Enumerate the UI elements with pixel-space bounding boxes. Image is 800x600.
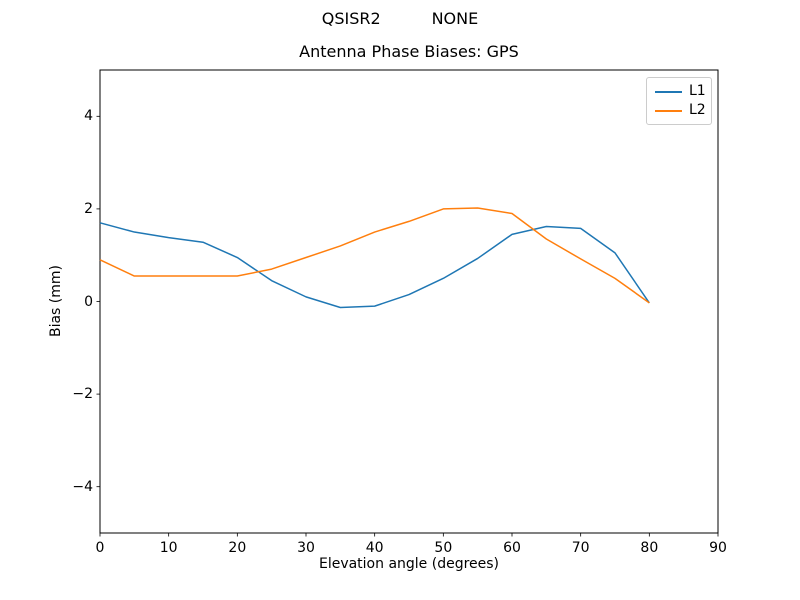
chart-title: Antenna Phase Biases: GPS (299, 42, 519, 61)
legend-label: L1 (689, 83, 706, 99)
legend-line-sample (655, 109, 682, 112)
x-tick-label: 70 (571, 540, 590, 556)
legend: L1 L2 (646, 77, 712, 125)
legend-line-sample (655, 90, 682, 93)
legend-entry-l1: L1 (655, 82, 711, 101)
x-tick-label: 80 (640, 540, 659, 556)
y-tick-label: 2 (84, 200, 93, 217)
x-axis-label: Elevation angle (degrees) (318, 556, 500, 572)
legend-entry-l2: L2 (655, 101, 711, 120)
x-tick-label: 10 (159, 540, 178, 556)
x-tick-label: 30 (297, 540, 315, 556)
x-tick-label: 40 (365, 540, 384, 556)
x-tick-label: 90 (709, 540, 727, 556)
x-tick-label: 50 (434, 540, 453, 556)
x-tick-label: 60 (503, 540, 521, 556)
series-line-l2 (99, 207, 650, 304)
figure-suptitle: QSISR2 NONE (321, 9, 479, 28)
x-tick-label: 20 (228, 540, 247, 556)
legend-items: L1 L2 (655, 82, 711, 120)
y-tick-label: −4 (72, 478, 93, 495)
x-tick-label: 0 (95, 540, 105, 556)
y-tick-label: 0 (84, 293, 93, 310)
y-tick-label: −2 (72, 386, 93, 403)
y-tick-label: 4 (84, 108, 93, 125)
axes-frame (99, 69, 719, 534)
legend-label: L2 (689, 102, 706, 118)
series-line-l1 (99, 222, 650, 309)
